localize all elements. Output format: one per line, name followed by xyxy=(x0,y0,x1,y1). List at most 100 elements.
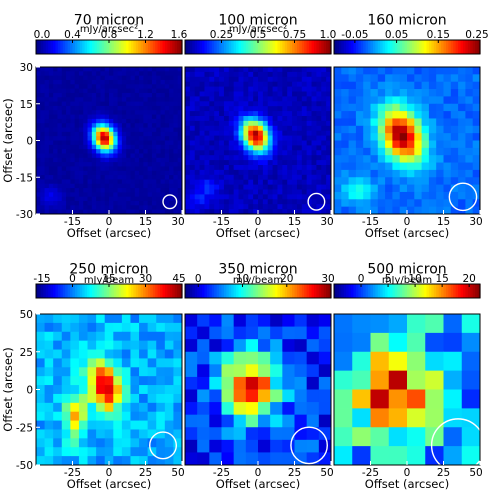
colorbar-segment xyxy=(323,284,327,298)
heatmap-cell xyxy=(177,123,183,129)
heatmap-cell xyxy=(392,191,401,200)
heatmap-cell xyxy=(139,67,144,72)
heatmap-cell xyxy=(109,131,114,137)
heatmap-cell xyxy=(355,199,364,208)
heatmap-cell xyxy=(301,150,308,156)
heatmap-cell xyxy=(253,150,259,156)
colorbar-segment xyxy=(382,284,386,298)
heatmap-cell xyxy=(134,196,140,202)
heatmap-cell xyxy=(36,131,41,137)
heatmap-cell xyxy=(164,166,170,172)
heatmap-cell xyxy=(160,157,166,163)
heatmap-cell xyxy=(282,199,288,205)
heatmap-cell xyxy=(96,114,101,120)
heatmap-cell xyxy=(296,204,303,210)
heatmap-cell xyxy=(262,76,269,83)
heatmap-cell xyxy=(96,385,106,395)
heatmap-cell xyxy=(87,136,93,141)
colorbar-segment xyxy=(311,284,315,298)
heatmap-cell xyxy=(130,79,136,85)
heatmap-cell xyxy=(245,376,259,390)
heatmap-cell xyxy=(355,147,364,156)
heatmap-cell xyxy=(388,332,408,353)
heatmap-cell xyxy=(270,364,283,378)
heatmap-cell xyxy=(223,130,230,137)
heatmap-cell xyxy=(130,411,140,422)
heatmap-cell xyxy=(151,179,157,185)
heatmap-cell xyxy=(443,169,452,178)
heatmap-cell xyxy=(392,125,401,134)
x-tick-label: 0 xyxy=(106,467,113,479)
heatmap-cell xyxy=(169,170,174,176)
colorbar-segment xyxy=(343,284,347,298)
colorbar-segment xyxy=(358,40,362,54)
heatmap-cell xyxy=(156,314,166,324)
heatmap-cell xyxy=(185,81,191,88)
heatmap-cell xyxy=(209,452,222,466)
colorbar-label: mJy/beam xyxy=(233,275,283,286)
heatmap-cell xyxy=(57,127,63,133)
heatmap-cell xyxy=(113,118,119,124)
heatmap-cell xyxy=(53,358,63,368)
heatmap-cell xyxy=(164,110,170,116)
beam-circle xyxy=(149,431,178,460)
heatmap-cell xyxy=(341,74,350,83)
heatmap-cell xyxy=(348,177,357,186)
heatmap-cell xyxy=(189,155,196,161)
heatmap-cell xyxy=(262,125,269,132)
heatmap-cell xyxy=(53,67,58,72)
heatmap-cell xyxy=(78,175,84,180)
heatmap-cell xyxy=(48,175,54,180)
colorbar-segment xyxy=(194,284,198,298)
heatmap-cell xyxy=(177,92,183,98)
heatmap-cell xyxy=(169,97,174,103)
heatmap-cell xyxy=(321,209,327,215)
heatmap-cell xyxy=(91,101,97,107)
heatmap-cell xyxy=(70,84,76,90)
heatmap-cell xyxy=(185,101,191,107)
heatmap-cell xyxy=(40,123,46,129)
heatmap-cell xyxy=(173,88,179,94)
heatmap-cell xyxy=(282,96,288,102)
heatmap-cell xyxy=(296,160,303,166)
heatmap-cell xyxy=(173,110,179,116)
heatmap-cell xyxy=(370,332,390,353)
heatmap-cell xyxy=(143,170,149,176)
heatmap-cell xyxy=(301,81,308,88)
heatmap-cell xyxy=(414,111,423,119)
colorbar-segment xyxy=(38,40,42,54)
heatmap-cell xyxy=(96,205,101,211)
heatmap-cell xyxy=(173,205,179,211)
heatmap-cell xyxy=(156,88,162,94)
colorbar-segment xyxy=(162,40,166,54)
heatmap-cell xyxy=(113,402,123,413)
colorbar-segment xyxy=(313,284,317,298)
heatmap-cell xyxy=(450,177,459,186)
colorbar-segment xyxy=(294,284,298,298)
heatmap-cell xyxy=(189,76,196,83)
heatmap-cell xyxy=(121,183,127,189)
heatmap-cell xyxy=(130,314,140,324)
heatmap-cell xyxy=(121,131,127,137)
heatmap-cell xyxy=(61,429,71,439)
heatmap-cell xyxy=(91,183,97,189)
heatmap-cell xyxy=(197,439,210,453)
heatmap-cell xyxy=(96,331,106,342)
colorbar-segment xyxy=(448,284,452,298)
heatmap-cell xyxy=(267,116,274,122)
heatmap-cell xyxy=(126,183,131,189)
heatmap-cell xyxy=(194,81,201,88)
heatmap-cell xyxy=(253,194,259,200)
heatmap-cell xyxy=(262,204,269,210)
heatmap-cell xyxy=(228,101,235,107)
heatmap-cell xyxy=(96,105,101,111)
colorbar-segment xyxy=(245,40,249,54)
heatmap-cell xyxy=(66,92,71,98)
heatmap-cell xyxy=(223,204,230,210)
heatmap-cell xyxy=(96,123,101,129)
heatmap-cell xyxy=(83,67,89,72)
heatmap-cell xyxy=(121,209,127,215)
heatmap-cell xyxy=(109,92,114,98)
heatmap-cell xyxy=(48,92,54,98)
heatmap-cell xyxy=(156,101,162,107)
